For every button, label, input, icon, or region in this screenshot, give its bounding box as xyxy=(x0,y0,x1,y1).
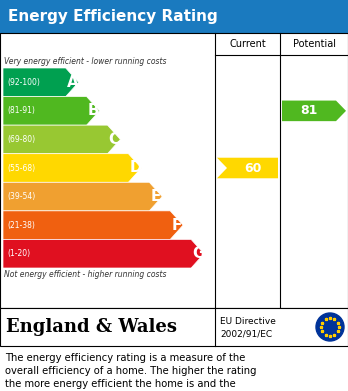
Polygon shape xyxy=(3,182,162,211)
Text: 2002/91/EC: 2002/91/EC xyxy=(220,329,272,338)
Text: (39-54): (39-54) xyxy=(7,192,35,201)
Text: (92-100): (92-100) xyxy=(7,78,40,87)
Text: Current: Current xyxy=(229,39,266,49)
Circle shape xyxy=(316,313,344,341)
Text: 81: 81 xyxy=(300,104,318,117)
Text: 60: 60 xyxy=(244,161,261,174)
Polygon shape xyxy=(3,154,141,182)
Text: A: A xyxy=(67,75,78,90)
Text: F: F xyxy=(171,218,182,233)
Bar xyxy=(0,0,348,33)
Text: (21-38): (21-38) xyxy=(7,221,35,230)
Polygon shape xyxy=(3,125,120,154)
Polygon shape xyxy=(3,97,100,125)
Text: B: B xyxy=(88,103,99,118)
Text: Potential: Potential xyxy=(293,39,335,49)
Polygon shape xyxy=(217,158,278,178)
Text: Very energy efficient - lower running costs: Very energy efficient - lower running co… xyxy=(4,57,166,66)
Text: G: G xyxy=(192,246,205,261)
Text: (55-68): (55-68) xyxy=(7,163,35,172)
Text: The energy efficiency rating is a measure of the: The energy efficiency rating is a measur… xyxy=(5,353,245,363)
Text: D: D xyxy=(129,160,142,176)
Text: EU Directive: EU Directive xyxy=(220,317,276,326)
Polygon shape xyxy=(3,239,204,268)
Text: (1-20): (1-20) xyxy=(7,249,30,258)
Bar xyxy=(0,308,348,346)
Text: E: E xyxy=(150,189,161,204)
Text: the more energy efficient the home is and the: the more energy efficient the home is an… xyxy=(5,379,236,389)
Text: Energy Efficiency Rating: Energy Efficiency Rating xyxy=(8,9,218,24)
Polygon shape xyxy=(282,100,346,121)
Polygon shape xyxy=(3,211,183,239)
Polygon shape xyxy=(3,68,79,97)
Text: (81-91): (81-91) xyxy=(7,106,35,115)
Text: England & Wales: England & Wales xyxy=(6,318,177,336)
Text: C: C xyxy=(109,132,120,147)
Text: Not energy efficient - higher running costs: Not energy efficient - higher running co… xyxy=(4,270,166,279)
Text: overall efficiency of a home. The higher the rating: overall efficiency of a home. The higher… xyxy=(5,366,256,376)
Text: (69-80): (69-80) xyxy=(7,135,35,144)
